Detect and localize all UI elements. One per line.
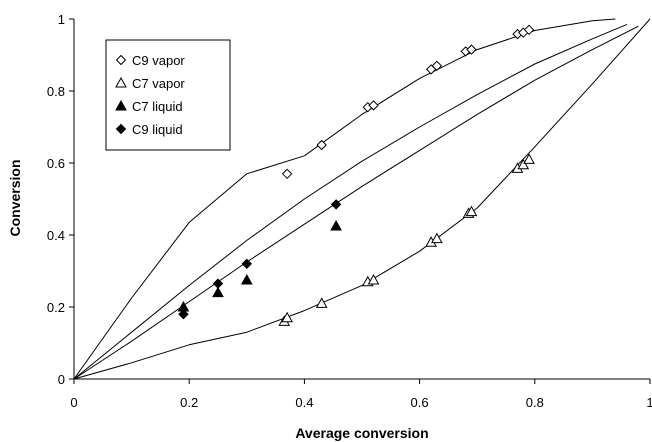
data-point — [431, 60, 443, 72]
data-point — [465, 205, 478, 217]
y-axis: 0 0.2 0.4 0.6 0.8 1 — [47, 12, 74, 387]
legend-marker — [115, 76, 127, 88]
data-markers — [177, 24, 535, 326]
data-point — [281, 311, 293, 323]
legend-marker — [115, 54, 127, 66]
y-tick-label: 0.2 — [47, 300, 65, 315]
fit-curve — [73, 23, 628, 380]
series-c7-vapor — [278, 153, 535, 326]
legend-label: C9 liquid — [132, 122, 183, 137]
fit-curve — [73, 18, 616, 380]
data-point — [240, 273, 253, 285]
legend-label: C7 vapor — [132, 76, 185, 91]
data-point — [212, 278, 224, 289]
legend: C9 vapor C7 vapor C7 liquid C9 liquid — [105, 39, 231, 151]
series-c9-liquid — [178, 199, 342, 320]
data-point — [368, 100, 379, 111]
fit-curve — [73, 18, 651, 380]
x-tick-label: 1 — [646, 395, 652, 410]
legend-label: C7 liquid — [132, 99, 183, 114]
x-tick-label: 0.6 — [411, 395, 429, 410]
data-point — [523, 24, 535, 36]
legend-marker — [115, 99, 127, 111]
y-tick-label: 0 — [58, 372, 65, 387]
data-point — [316, 139, 327, 151]
y-tick-label: 0.6 — [47, 156, 65, 171]
y-tick-label: 1 — [58, 12, 65, 27]
fit-curves — [73, 18, 651, 380]
y-axis-title: Conversion — [7, 159, 23, 236]
data-point — [212, 286, 224, 298]
x-tick-label: 0 — [70, 395, 77, 410]
data-point — [367, 273, 380, 285]
x-tick-label: 0.8 — [526, 395, 544, 410]
data-point — [241, 258, 253, 270]
data-point — [315, 297, 328, 308]
data-point — [466, 44, 477, 55]
legend-box — [105, 39, 231, 151]
y-tick-label: 0.4 — [47, 228, 65, 243]
data-point — [330, 199, 342, 210]
data-point — [431, 232, 443, 244]
x-axis-title: Average conversion — [295, 425, 428, 441]
legend-label: C9 vapor — [132, 53, 185, 68]
data-point — [517, 158, 530, 170]
legend-marker — [115, 123, 127, 135]
series-c9-vapor — [281, 24, 535, 180]
y-tick-label: 0.8 — [47, 84, 65, 99]
data-point — [281, 168, 293, 180]
x-tick-label: 0.4 — [295, 395, 313, 410]
series-c7-liquid — [177, 219, 342, 312]
x-tick-label: 0.2 — [180, 395, 198, 410]
data-point — [330, 219, 342, 231]
fit-curve — [73, 25, 639, 380]
plot-frame — [73, 19, 650, 380]
data-point — [178, 308, 189, 320]
data-point — [523, 153, 535, 164]
x-axis: 0 0.2 0.4 0.6 0.8 1 — [70, 379, 652, 410]
